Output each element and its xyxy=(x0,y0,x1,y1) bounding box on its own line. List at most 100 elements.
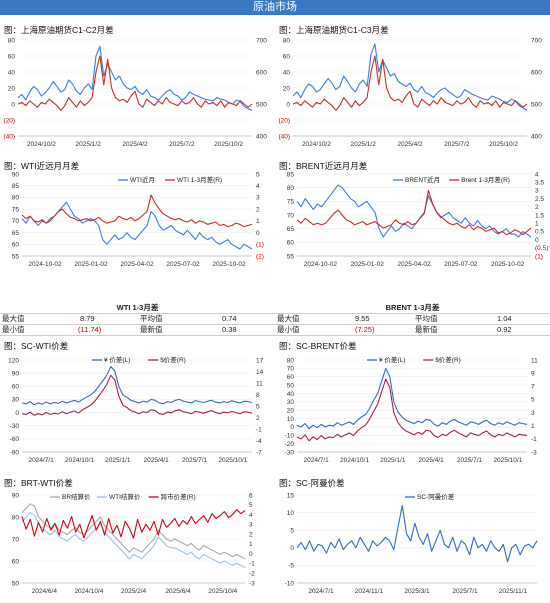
y-tick-label: 85 xyxy=(12,183,20,190)
x-tick-label: 2024-10-02 xyxy=(304,261,338,268)
y-tick-label: 15 xyxy=(287,492,295,499)
table-cell: 0.92 xyxy=(497,325,512,334)
y-tick-label: -10 xyxy=(285,580,295,587)
line-chart: 15 10 5 0 -5 -10 2024/7/1 2024/11/1 2025/3/1 2025… xyxy=(285,492,538,595)
y2-tick-label: 6 xyxy=(249,492,253,499)
y2-tick-label: 0 xyxy=(256,230,260,237)
legend-label: SC-阿曼价差 xyxy=(417,492,455,501)
table-row: 最大值 8.79 平均值 0.74 xyxy=(0,313,275,324)
y-tick-label: 90 xyxy=(12,171,20,178)
y2-tick-label: 0 xyxy=(535,237,539,244)
legend-label: WTI近月 xyxy=(130,175,155,184)
y-tick-label: 20 xyxy=(287,407,295,414)
table-title: BRENT 1-3月差 xyxy=(385,303,440,312)
y2-tick-label: 3 xyxy=(256,195,260,202)
legend-label: BRENT近月 xyxy=(405,175,440,184)
table-cell: 9.55 xyxy=(355,314,370,323)
legend-label: ¥ 价差(L) xyxy=(104,355,130,364)
legend-label: WTI结算价 xyxy=(109,492,141,501)
y-tick-label: 50 xyxy=(287,382,295,389)
y2-tick-label: -7 xyxy=(256,449,262,456)
legend-label: $价差(R) xyxy=(160,355,186,364)
x-tick-label: 2024/7/1 xyxy=(308,588,334,595)
series-line-2 xyxy=(296,378,528,442)
x-tick-label: 2025/1/1 xyxy=(380,457,406,464)
x-tick-label: 2025/10/4 xyxy=(208,588,237,595)
y2-tick-label: 600 xyxy=(256,69,267,76)
y-tick-label: 80 xyxy=(12,195,20,202)
y-tick-label: 10 xyxy=(287,416,295,423)
y2-tick-label: 0 xyxy=(249,551,253,558)
y-tick-label: 80 xyxy=(287,185,295,192)
y2-tick-label: 14 xyxy=(256,369,264,376)
y2-tick-label: 3 xyxy=(249,522,253,529)
x-tick-label: 2024/10/1 xyxy=(340,457,369,464)
y-tick-label: 80 xyxy=(283,37,291,44)
legend-label: Brent 1-3月差(R) xyxy=(461,175,510,184)
table-cell: 最新值 xyxy=(140,325,163,334)
y2-tick-label: 5 xyxy=(256,171,260,178)
x-tick-label: 2025/4/1 xyxy=(144,457,170,464)
chart-panel-sc-c1-c3: 图：上海原油期货C1-C3月差 80 60 40 20 0 (20) (40) 700 600 5… xyxy=(275,24,550,154)
chart-title: 图：上海原油期货C1-C3月差 xyxy=(279,25,389,35)
y2-tick-label: 8 xyxy=(256,392,260,399)
y-tick-label: -30 xyxy=(10,423,20,430)
table-cell: 平均值 xyxy=(140,314,163,323)
x-tick-label: 2025/2/4 xyxy=(121,588,147,595)
y2-tick-label: 500 xyxy=(531,101,542,108)
x-tick-label: 2025/1/1 xyxy=(105,457,131,464)
y2-tick-label: 0.5 xyxy=(535,229,544,236)
y2-tick-label: 3.5 xyxy=(535,180,544,187)
y-tick-label: 80 xyxy=(287,357,295,364)
y-tick-label: 90 xyxy=(12,370,20,377)
chart-panel-sc-brent: 图：SC-BRENT价差 80 70 60 50 40 30 20 10 0 -10 -20 -30 1… xyxy=(275,340,550,470)
y-tick-label: 0 xyxy=(286,101,290,108)
y2-tick-label: 1 xyxy=(249,541,253,548)
x-tick-label: 2025/10/2 xyxy=(214,141,243,148)
chart-title: 图：SC-阿曼价差 xyxy=(279,478,345,488)
x-tick-label: 2025-07-02 xyxy=(444,261,478,268)
page-title: 原油市场 xyxy=(0,0,550,15)
series-line-2 xyxy=(21,374,253,416)
table-row: 最大值 9.55 平均值 1.04 xyxy=(275,313,550,324)
chart-panel-sc-oman: 图：SC-阿曼价差 15 10 5 0 -5 -10 2024/7/1 2024/11/1 20… xyxy=(275,477,550,601)
y2-tick-label: 7 xyxy=(531,384,535,391)
y-tick-label: 10 xyxy=(287,510,295,517)
legend-label: ¥ 价差(L) xyxy=(379,355,405,364)
chart-title: 图：SC-WTI价差 xyxy=(4,341,69,351)
y2-tick-label: 5 xyxy=(256,403,260,410)
chart-title: 图：SC-BRENT价差 xyxy=(279,341,357,351)
y-tick-label: 65 xyxy=(287,226,295,233)
x-tick-label: 2024/10/4 xyxy=(74,588,103,595)
table-title: WTI 1-3月差 xyxy=(116,303,159,312)
series-line-1 xyxy=(296,367,528,430)
y2-tick-label: 700 xyxy=(531,37,542,44)
y-tick-label: 75 xyxy=(287,199,295,206)
series-line-1 xyxy=(296,505,538,563)
legend-label: BR结算价 xyxy=(62,492,91,501)
series-line-1 xyxy=(296,184,532,238)
y-tick-label: 40 xyxy=(287,391,295,398)
line-chart: 90 80 70 60 50 6 5 4 3 2 1 0 -1 -2 -3 2024/6/4 2024/10/4… xyxy=(12,492,255,595)
y-tick-label: 55 xyxy=(287,253,295,260)
y-tick-label: 70 xyxy=(287,366,295,373)
y2-tick-label: 3 xyxy=(535,188,539,195)
chart-title: 图：上海原油期货C1-C2月差 xyxy=(4,25,114,35)
y-tick-label: 70 xyxy=(12,218,20,225)
y2-tick-label: 1 xyxy=(535,221,539,228)
y-tick-label: -30 xyxy=(285,449,295,456)
y-tick-label: 70 xyxy=(12,536,20,543)
x-tick-label: 2025-01-02 xyxy=(74,261,108,268)
table-cell: (11.74) xyxy=(78,325,102,334)
x-tick-label: 2025/11/1 xyxy=(499,588,528,595)
y-tick-label: 5 xyxy=(290,528,294,535)
y2-tick-label: 3 xyxy=(531,410,535,417)
x-tick-label: 2025/7/2 xyxy=(169,141,195,148)
line-chart: 80 60 40 20 0 (20) (40) 700 600 500 400 2024/10/2 20… xyxy=(3,37,267,148)
y2-tick-label: -2 xyxy=(249,571,255,578)
series-line-2 xyxy=(21,194,253,228)
y-tick-label: 20 xyxy=(8,85,16,92)
y2-tick-label: -1 xyxy=(256,426,262,433)
